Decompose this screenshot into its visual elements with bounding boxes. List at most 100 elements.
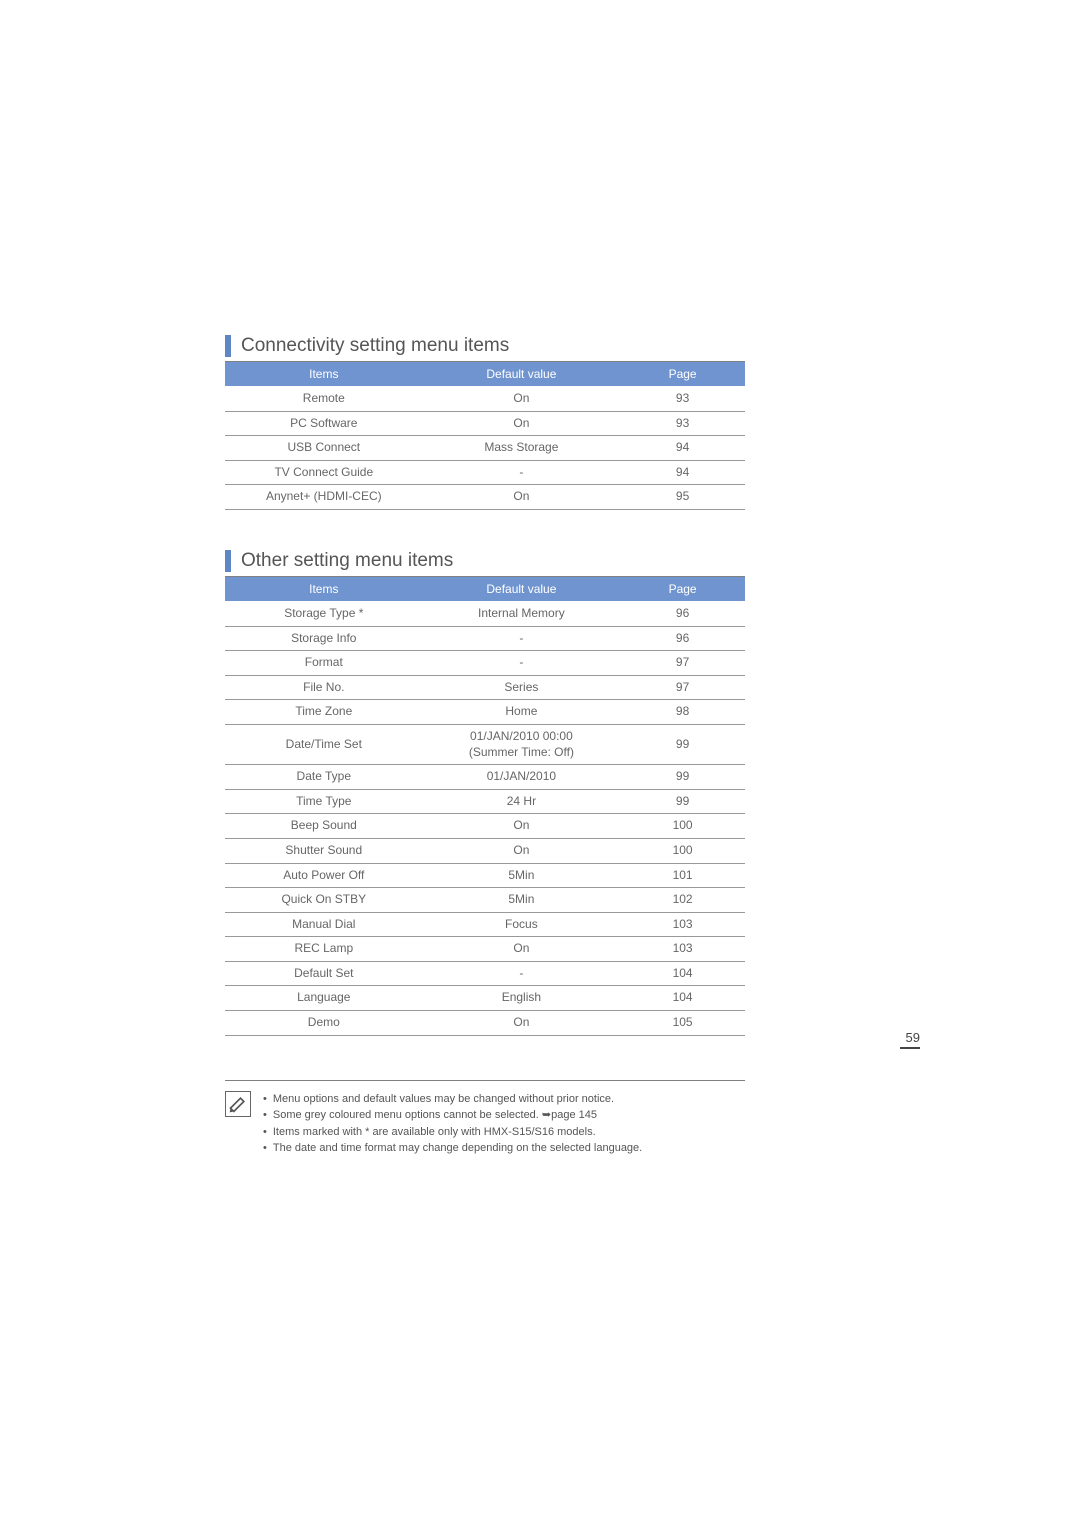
table-row: Date/Time Set01/JAN/2010 00:00(Summer Ti… [225,724,745,764]
cell-default: On [423,838,621,863]
cell-default: Mass Storage [423,436,621,461]
table-row: REC LampOn103 [225,937,745,962]
table-row: Manual DialFocus103 [225,912,745,937]
table-row: Auto Power Off5Min101 [225,863,745,888]
cell-page: 99 [620,724,745,764]
section-title: Connectivity setting menu items [241,335,509,357]
footnote-block: Menu options and default values may be c… [225,1080,745,1157]
cell-page: 105 [620,1011,745,1036]
footnote-item: Some grey coloured menu options cannot b… [263,1107,642,1124]
heading-accent-bar [225,550,231,572]
cell-default: 01/JAN/2010 00:00(Summer Time: Off) [423,724,621,764]
cell-page: 104 [620,986,745,1011]
table-row: Storage Info-96 [225,626,745,651]
cell-page: 104 [620,961,745,986]
table-row: TV Connect Guide-94 [225,460,745,485]
cell-item: Date/Time Set [225,724,423,764]
cell-page: 99 [620,765,745,790]
other-tbody: Storage Type *Internal Memory96 Storage … [225,601,745,1035]
cell-default: On [423,814,621,839]
footnote-item: Menu options and default values may be c… [263,1091,642,1108]
page-number-value: 59 [906,1030,920,1045]
column-header-default: Default value [423,577,621,602]
footnote-item: Items marked with * are available only w… [263,1124,642,1141]
cell-item: Manual Dial [225,912,423,937]
cell-item: Auto Power Off [225,863,423,888]
page-number: 59 [900,1030,920,1049]
table-header-row: Items Default value Page [225,577,745,602]
table-row: Shutter SoundOn100 [225,838,745,863]
cell-default: 01/JAN/2010 [423,765,621,790]
cell-item: REC Lamp [225,937,423,962]
cell-page: 100 [620,814,745,839]
cell-item: Remote [225,387,423,412]
cell-default: On [423,387,621,412]
cell-item: Storage Info [225,626,423,651]
section-heading-other: Other setting menu items [225,550,745,577]
cell-default: Series [423,675,621,700]
cell-item: Storage Type * [225,601,423,626]
table-row: Storage Type *Internal Memory96 [225,601,745,626]
cell-item: PC Software [225,411,423,436]
cell-item: File No. [225,675,423,700]
cell-page: 96 [620,601,745,626]
note-icon [225,1091,251,1117]
cell-item: TV Connect Guide [225,460,423,485]
cell-page: 94 [620,436,745,461]
footnote-list: Menu options and default values may be c… [263,1091,642,1157]
connectivity-tbody: RemoteOn93 PC SoftwareOn93 USB ConnectMa… [225,387,745,510]
cell-item: Date Type [225,765,423,790]
cell-default: English [423,986,621,1011]
cell-page: 95 [620,485,745,510]
cell-item: Beep Sound [225,814,423,839]
cell-default: 5Min [423,863,621,888]
cell-default: - [423,626,621,651]
column-header-items: Items [225,577,423,602]
table-row: Format-97 [225,651,745,676]
cell-page: 97 [620,651,745,676]
cell-page: 93 [620,387,745,412]
table-row: DemoOn105 [225,1011,745,1036]
table-row: LanguageEnglish104 [225,986,745,1011]
table-row: USB ConnectMass Storage94 [225,436,745,461]
cell-item: Time Zone [225,700,423,725]
cell-page: 94 [620,460,745,485]
column-header-items: Items [225,362,423,387]
cell-default: On [423,937,621,962]
cell-item: Time Type [225,789,423,814]
table-row: RemoteOn93 [225,387,745,412]
heading-accent-bar [225,335,231,357]
cell-page: 102 [620,888,745,913]
page-number-underline [900,1047,920,1049]
table-row: Time ZoneHome98 [225,700,745,725]
table-row: File No.Series97 [225,675,745,700]
cell-item: Quick On STBY [225,888,423,913]
section-heading-connectivity: Connectivity setting menu items [225,335,745,362]
cell-default: Internal Memory [423,601,621,626]
cell-default: Focus [423,912,621,937]
cell-page: 103 [620,912,745,937]
cell-item: Default Set [225,961,423,986]
table-row: Date Type01/JAN/201099 [225,765,745,790]
cell-item: Format [225,651,423,676]
table-row: Anynet+ (HDMI-CEC)On95 [225,485,745,510]
cell-item: Language [225,986,423,1011]
cell-default: On [423,1011,621,1036]
cell-page: 103 [620,937,745,962]
cell-page: 98 [620,700,745,725]
cell-default: - [423,961,621,986]
table-row: Default Set-104 [225,961,745,986]
cell-item: Demo [225,1011,423,1036]
cell-default: Home [423,700,621,725]
cell-default: 24 Hr [423,789,621,814]
footnote-item: The date and time format may change depe… [263,1140,642,1157]
connectivity-table: Items Default value Page RemoteOn93 PC S… [225,362,745,510]
pencil-note-icon [228,1094,248,1114]
table-row: PC SoftwareOn93 [225,411,745,436]
cell-page: 99 [620,789,745,814]
cell-default: On [423,411,621,436]
manual-page: Connectivity setting menu items Items De… [0,0,1080,1527]
table-header-row: Items Default value Page [225,362,745,387]
cell-item: USB Connect [225,436,423,461]
table-row: Time Type24 Hr99 [225,789,745,814]
